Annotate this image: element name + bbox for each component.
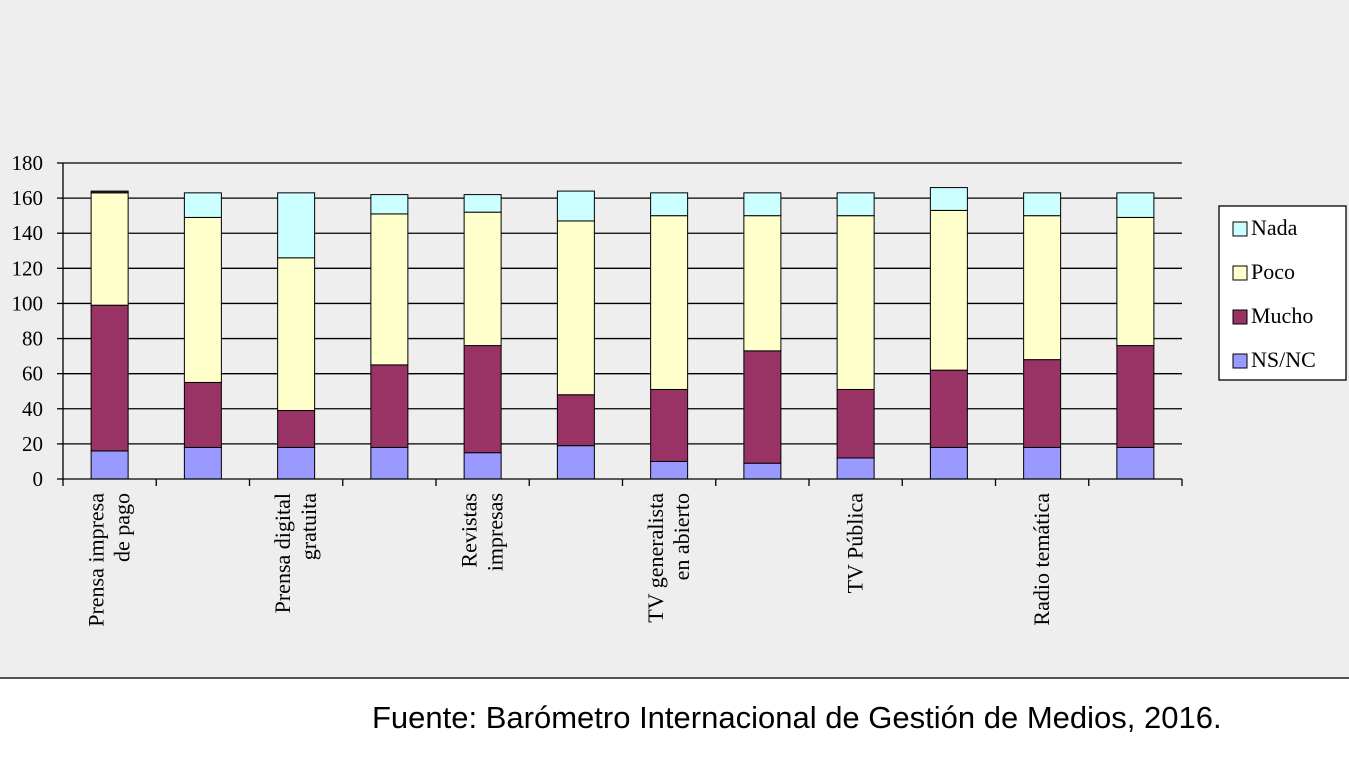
category-label: TV Pública [843, 493, 868, 594]
bar-segment [463, 211, 502, 347]
bar-segment [463, 194, 502, 213]
bar-segment [650, 388, 689, 462]
y-tick-label: 0 [33, 467, 44, 491]
chart-area: 0 20 40 60 80 100 120 140 160 180 Prensa impresade… [0, 0, 1349, 678]
bar-segment [1023, 359, 1062, 448]
bar-segment [836, 215, 875, 390]
source-note: Fuente: Barómetro Internacional de Gesti… [372, 700, 1222, 735]
category-label-line: impresas [483, 493, 508, 571]
y-tick-label: 180 [12, 151, 44, 175]
bar-segment [370, 213, 409, 366]
stacked-bar-chart: 0 20 40 60 80 100 120 140 160 180 Prensa impresade… [12, 151, 1347, 627]
bar-segment [183, 446, 222, 480]
category-label-line: Radio temática [1029, 493, 1054, 626]
bar-segment [1023, 446, 1062, 480]
bar-segment [277, 446, 316, 480]
category-label-line: en abierto [669, 493, 694, 580]
bar-segment [463, 345, 502, 454]
legend-swatch [1232, 221, 1248, 237]
bar-segment [90, 192, 129, 306]
bar-segment [929, 369, 968, 448]
bar-segment [743, 350, 782, 464]
category-label-line: gratuita [296, 493, 321, 560]
bar-segment [1116, 345, 1155, 448]
category-label-line: TV Pública [843, 493, 868, 594]
y-tick-label: 80 [22, 327, 43, 351]
bar-segment [183, 192, 222, 218]
bar-segment [1023, 192, 1062, 217]
category-label-line: TV generalista [643, 493, 668, 623]
bar-segment [370, 194, 409, 215]
category-label: TV generalistaen abierto [643, 493, 694, 623]
category-label: Prensa impresade pago [84, 493, 135, 627]
bar-segment [463, 452, 502, 480]
bar-segment [183, 216, 222, 383]
bar-segment [1116, 446, 1155, 480]
legend-label: Poco [1251, 259, 1295, 284]
legend-label: Mucho [1251, 303, 1313, 328]
bar-segment [1116, 216, 1155, 347]
bar-segment [90, 450, 129, 480]
y-tick-label: 160 [12, 186, 44, 210]
legend [1218, 205, 1347, 381]
bar-segment [836, 192, 875, 217]
y-tick-label: 100 [12, 291, 44, 315]
bar-segment [743, 215, 782, 352]
bar-segment [556, 394, 595, 447]
bar-segment [836, 457, 875, 480]
y-tick-label: 40 [22, 397, 43, 421]
y-tick-label: 120 [12, 256, 44, 280]
bar-segment [650, 460, 689, 480]
bar-segment [556, 190, 595, 222]
y-tick-label: 20 [22, 432, 43, 456]
legend-swatch [1232, 265, 1248, 281]
category-label: Radio temática [1029, 493, 1054, 626]
bar-segment [183, 381, 222, 448]
bar-segment [556, 220, 595, 396]
bar-segment [370, 446, 409, 480]
bar-segment [1116, 192, 1155, 218]
category-label-line: de pago [110, 493, 135, 562]
bar-segment [743, 192, 782, 217]
bar-segment [90, 304, 129, 452]
divider [0, 677, 1349, 679]
legend-swatch [1232, 309, 1248, 325]
y-tick-label: 140 [12, 221, 44, 245]
bar-segment [929, 209, 968, 371]
bar-segment [650, 192, 689, 217]
bar-segment [929, 187, 968, 211]
legend-label: Nada [1251, 215, 1298, 240]
legend-label: NS/NC [1251, 347, 1316, 372]
category-label-line: Revistas [457, 493, 482, 568]
bar-segment [277, 410, 316, 448]
bar-segment [277, 192, 316, 259]
category-label: Prensa digitalgratuita [270, 493, 321, 614]
legend-swatch [1232, 353, 1248, 369]
category-label-line: Prensa impresa [84, 493, 109, 627]
bar-segment [1023, 215, 1062, 361]
category-label-line: Prensa digital [270, 493, 295, 613]
y-tick-label: 60 [22, 362, 43, 386]
bar-segment [556, 445, 595, 480]
bar-segment [370, 364, 409, 448]
bar-segment [650, 215, 689, 390]
bar-segment [277, 257, 316, 412]
bar-segment [929, 446, 968, 480]
category-label: Revistasimpresas [457, 493, 508, 571]
bar-segment [90, 190, 129, 194]
bar-segment [743, 462, 782, 480]
bar-segment [836, 388, 875, 459]
